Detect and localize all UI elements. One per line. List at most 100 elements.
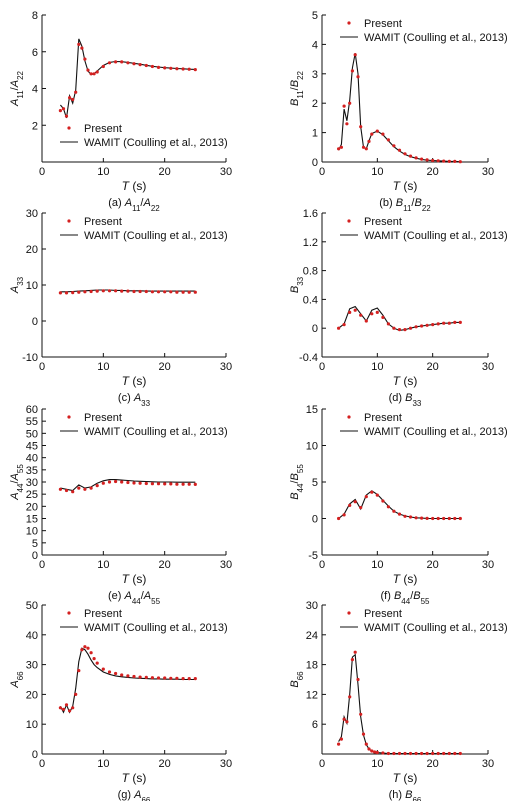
x-tick-label: 0 [39, 361, 45, 373]
data-point-present [420, 324, 424, 328]
legend-label-wamit: WAMIT (Coulling et al., 2013) [364, 622, 508, 634]
x-axis-label: T (s) [122, 572, 147, 586]
data-point-present [95, 70, 99, 74]
legend: Present WAMIT (Coulling et al., 2013) [60, 216, 228, 242]
y-tick-label: 30 [26, 477, 38, 489]
subscript: 44 [401, 597, 410, 606]
data-point-present [138, 675, 142, 679]
data-point-present [132, 674, 136, 679]
data-point-present [107, 480, 112, 484]
data-point-present [107, 670, 112, 674]
data-point-present [442, 321, 446, 325]
data-point-present [348, 310, 352, 314]
subscript: 11 [132, 204, 141, 213]
data-point-present [392, 509, 396, 513]
data-point-present [156, 482, 161, 486]
data-point-present [392, 144, 396, 148]
data-point-present [337, 147, 341, 151]
legend-label-present: Present [364, 216, 402, 228]
data-point-present [181, 67, 185, 71]
unit: (s) [400, 374, 417, 388]
series-line-wamit [338, 653, 461, 755]
data-point-present [386, 751, 390, 756]
y-tick-label: 0 [312, 323, 318, 335]
data-point-present [187, 67, 191, 71]
data-point-present [68, 96, 72, 100]
data-point-present [408, 154, 413, 158]
legend: Present WAMIT (Coulling et al., 2013) [60, 123, 228, 149]
legend-label-present: Present [84, 216, 122, 228]
x-tick-label: 20 [159, 758, 171, 770]
series-line-wamit [60, 479, 196, 492]
data-point-present [381, 132, 385, 136]
subplot-caption: (f) B44/B55 [380, 590, 430, 606]
data-point-present [126, 289, 130, 293]
data-point-present [370, 490, 374, 494]
data-point-present [83, 487, 87, 491]
data-point-present [453, 516, 457, 521]
subplot-caption: (e) A44/A55 [108, 590, 161, 606]
data-point-present [156, 676, 161, 680]
symbol: A [143, 590, 151, 602]
data-point-present [138, 481, 142, 485]
x-tick-label: 0 [319, 758, 325, 770]
data-point-present [163, 482, 167, 486]
data-point-present [414, 156, 418, 160]
data-point-present [436, 322, 440, 326]
y-tick-label: 45 [26, 441, 38, 453]
data-point-present [364, 495, 368, 499]
subplot-caption: (a) A11/A22 [108, 197, 160, 213]
data-point-present [386, 138, 390, 142]
data-point-present [458, 160, 462, 164]
caption-prefix: (a) [108, 197, 125, 209]
legend: Present WAMIT (Coulling et al., 2013) [340, 216, 508, 242]
x-axis-label: T (s) [122, 374, 147, 388]
data-point-present [101, 289, 105, 293]
data-point-present [150, 64, 154, 69]
symbol: B [289, 286, 301, 293]
symbol: T [393, 374, 402, 388]
data-point-present [74, 90, 78, 94]
symbol: T [122, 374, 131, 388]
subplot-e: 0 10 20 30051015202530354045505560A44/A55T … [9, 404, 232, 606]
y-tick-label: 6 [312, 719, 318, 731]
y-tick-label: 40 [26, 453, 38, 465]
data-point-present [83, 290, 87, 294]
data-point-present [339, 145, 343, 149]
data-point-present [138, 289, 142, 294]
data-point-present [414, 516, 418, 520]
data-point-present [80, 46, 84, 50]
x-tick-label: 10 [97, 758, 109, 770]
series-line-wamit [59, 647, 196, 714]
y-tick-label: 2 [312, 98, 318, 110]
series-line-wamit [59, 38, 196, 119]
data-point-present [175, 482, 179, 486]
x-tick-label: 20 [427, 758, 439, 770]
data-point-present [353, 308, 357, 312]
unit: (s) [400, 179, 417, 193]
symbol: T [393, 179, 402, 193]
data-point-present [403, 514, 407, 518]
y-tick-label: 3 [312, 69, 318, 81]
data-point-present [359, 313, 363, 317]
caption-prefix: (d) [389, 392, 406, 404]
data-point-present [342, 323, 346, 327]
caption-prefix: (h) [389, 789, 406, 801]
y-tick-label: 60 [26, 404, 38, 416]
y-tick-label: 4 [312, 39, 318, 51]
data-point-present [193, 677, 197, 681]
data-point-present [80, 648, 84, 652]
x-tick-label: 0 [39, 758, 45, 770]
y-axis-label: B11/B22 [289, 70, 305, 106]
x-tick-label: 10 [371, 559, 383, 571]
data-point-present [77, 486, 81, 490]
data-point-present [126, 480, 130, 485]
subscript: 44 [132, 597, 141, 606]
caption-prefix: (c) [118, 392, 134, 404]
unit: (s) [129, 572, 146, 586]
y-tick-label: -5 [308, 550, 318, 562]
subplot-caption: (c) A33 [118, 392, 151, 408]
subscript: 11 [16, 90, 25, 99]
data-point-present [364, 742, 368, 746]
